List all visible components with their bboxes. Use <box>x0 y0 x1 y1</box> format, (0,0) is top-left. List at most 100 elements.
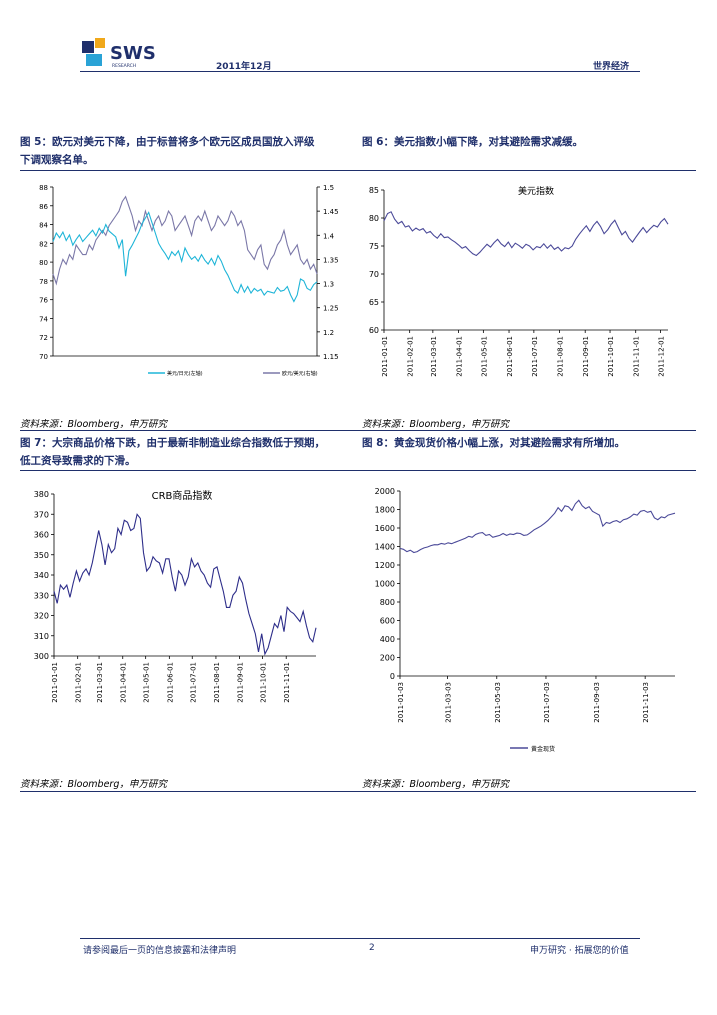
figure-6-caption: 图 6：美元指数小幅下降，对其避险需求减缓。 <box>362 133 702 151</box>
x-tick-label: 2011-03-01 <box>96 662 104 703</box>
y-tick-label: 340 <box>34 571 49 580</box>
x-tick-label: 2011-04-01 <box>456 336 464 377</box>
y-tick-label: 1.5 <box>323 184 334 192</box>
y-tick-label: 1.25 <box>323 305 339 313</box>
legend-label-eur-usd: 欧元/美元(右轴) <box>282 370 318 377</box>
figure-5-caption-line1: 图 5：欧元对美元下降，由于标普将多个欧元区成员国放入评级 <box>20 136 315 148</box>
y-tick-label: 330 <box>34 591 49 600</box>
series-line-gold <box>399 499 676 554</box>
legend-label-gold: 黄金现货 <box>531 745 555 753</box>
y-tick-label: 70 <box>369 270 379 279</box>
y-tick-label: 400 <box>380 635 395 644</box>
footer-page-number: 2 <box>369 943 375 953</box>
x-tick-label: 2011-05-01 <box>480 336 488 377</box>
y-tick-label: 78 <box>39 278 48 286</box>
header-section: 世界经济 <box>593 62 630 72</box>
y-tick-label: 82 <box>39 240 48 248</box>
y-tick-label: 310 <box>34 632 49 641</box>
y-tick-label: 70 <box>39 353 48 361</box>
footer-slogan: 申万研究 · 拓展您的价值 <box>530 946 629 956</box>
y-tick-label: 1.4 <box>323 232 335 240</box>
x-tick-label: 2011-07-01 <box>531 336 539 377</box>
y-tick-label: 1600 <box>375 524 395 533</box>
y-tick-label: 1800 <box>375 506 395 515</box>
x-tick-label: 2011-10-01 <box>260 662 268 703</box>
y-tick-label: 1.45 <box>323 208 339 216</box>
sws-logo: SWS RESEARCH <box>82 38 156 69</box>
chart-crb-index: 300 310 320 330 340 350 360 370 380 2011-01-01 201… <box>34 489 317 703</box>
figure-5-caption-line2: 下调观察名单。 <box>20 154 94 166</box>
y-tick-label: 86 <box>39 203 48 211</box>
header-date: 2011年12月 <box>216 62 272 72</box>
x-tick-label: 2011-11-01 <box>633 336 641 377</box>
y-tick-label: 65 <box>369 298 379 307</box>
figure-7-caption-line2: 低工资导致需求的下滑。 <box>20 455 136 467</box>
x-tick-label: 2011-09-03 <box>593 682 601 723</box>
figure-8-caption-line1: 图 8：黄金现货价格小幅上涨，对其避险需求有所增加。 <box>362 437 625 449</box>
y-tick-label: 85 <box>369 186 379 195</box>
x-tick-label: 2011-01-03 <box>397 682 405 723</box>
figure-6-caption-line1: 图 6：美元指数小幅下降，对其避险需求减缓。 <box>362 136 583 148</box>
x-tick-label: 2011-12-01 <box>658 336 666 377</box>
series-line-eur-usd <box>52 195 318 286</box>
chart-title: 美元指数 <box>518 185 554 197</box>
x-tick-label: 2011-10-01 <box>607 336 615 377</box>
y-tick-label: 380 <box>34 490 49 499</box>
x-tick-label: 2011-07-01 <box>189 662 197 703</box>
y-tick-label: 75 <box>369 242 379 251</box>
y-tick-label: 300 <box>34 652 49 661</box>
x-tick-label: 2011-07-03 <box>543 682 551 723</box>
footer-disclaimer: 请参阅最后一页的信息披露和法律声明 <box>83 946 237 956</box>
y-tick-label: 350 <box>34 551 49 560</box>
chart-title: CRB商品指数 <box>152 489 213 502</box>
x-tick-label: 2011-08-01 <box>557 336 565 377</box>
x-tick-label: 2011-06-01 <box>166 662 174 703</box>
y-tick-label: 76 <box>39 297 48 305</box>
series-line-dollar-index <box>383 211 669 257</box>
y-tick-label: 1400 <box>375 543 395 552</box>
figure-7-caption: 图 7：大宗商品价格下跌，由于最新非制造业综合指数低于预期， 低工资导致需求的下… <box>20 434 360 470</box>
footer-rule <box>80 938 640 939</box>
x-tick-label: 2011-02-01 <box>407 336 415 377</box>
chart-dollar-index: 60 65 70 75 80 85 2011-01-01 2011-02-01 2011-03-… <box>369 185 669 377</box>
y-tick-label: 60 <box>369 326 379 335</box>
y-tick-label: 80 <box>369 214 379 223</box>
figure-8-caption: 图 8：黄金现货价格小幅上涨，对其避险需求有所增加。 <box>362 434 702 452</box>
logo-brand: SWS <box>110 43 156 64</box>
y-tick-label: 800 <box>380 598 395 607</box>
x-tick-label: 2011-04-01 <box>120 662 128 703</box>
y-tick-label: 88 <box>39 184 48 192</box>
logo-square-cyan <box>86 54 102 66</box>
y-tick-label: 370 <box>34 510 49 519</box>
figure-5-caption: 图 5：欧元对美元下降，由于标普将多个欧元区成员国放入评级 下调观察名单。 <box>20 133 360 169</box>
x-tick-label: 2011-08-01 <box>213 662 221 703</box>
y-tick-label: 72 <box>39 334 48 342</box>
figure-6-source: 资料来源：Bloomberg，申万研究 <box>362 419 509 430</box>
y-tick-label: 74 <box>39 315 48 323</box>
x-tick-label: 2011-06-01 <box>506 336 514 377</box>
y-tick-label: 1200 <box>375 561 395 570</box>
figure-5-source: 资料来源：Bloomberg，申万研究 <box>20 419 167 430</box>
logo-square-orange <box>95 38 105 48</box>
y-tick-label: 360 <box>34 531 49 540</box>
chart-gold-spot: 0 200 400 600 800 1000 1200 1400 1600 1800 2000 201… <box>375 487 676 753</box>
x-tick-label: 2011-03-03 <box>445 682 453 723</box>
y-tick-label: 84 <box>39 222 48 230</box>
figure-7-caption-line1: 图 7：大宗商品价格下跌，由于最新非制造业综合指数低于预期， <box>20 437 325 449</box>
figure-8-source: 资料来源：Bloomberg，申万研究 <box>362 779 509 790</box>
y-tick-label: 1.2 <box>323 329 334 337</box>
y-tick-label: 80 <box>39 259 48 267</box>
source-rule-1 <box>20 430 696 431</box>
x-tick-label: 2011-11-03 <box>642 682 650 723</box>
logo-brand-sub: RESEARCH <box>112 63 136 69</box>
source-rule-2 <box>20 791 696 792</box>
y-tick-label: 0 <box>390 672 395 681</box>
x-tick-label: 2011-05-03 <box>494 682 502 723</box>
y-tick-label: 1.3 <box>323 281 334 289</box>
series-line-crb <box>53 513 317 656</box>
x-tick-label: 2011-05-01 <box>143 662 151 703</box>
y-tick-label: 1.35 <box>323 256 339 264</box>
caption-rule-1 <box>20 170 696 171</box>
y-tick-label: 320 <box>34 612 49 621</box>
x-tick-label: 2011-02-01 <box>75 662 83 703</box>
